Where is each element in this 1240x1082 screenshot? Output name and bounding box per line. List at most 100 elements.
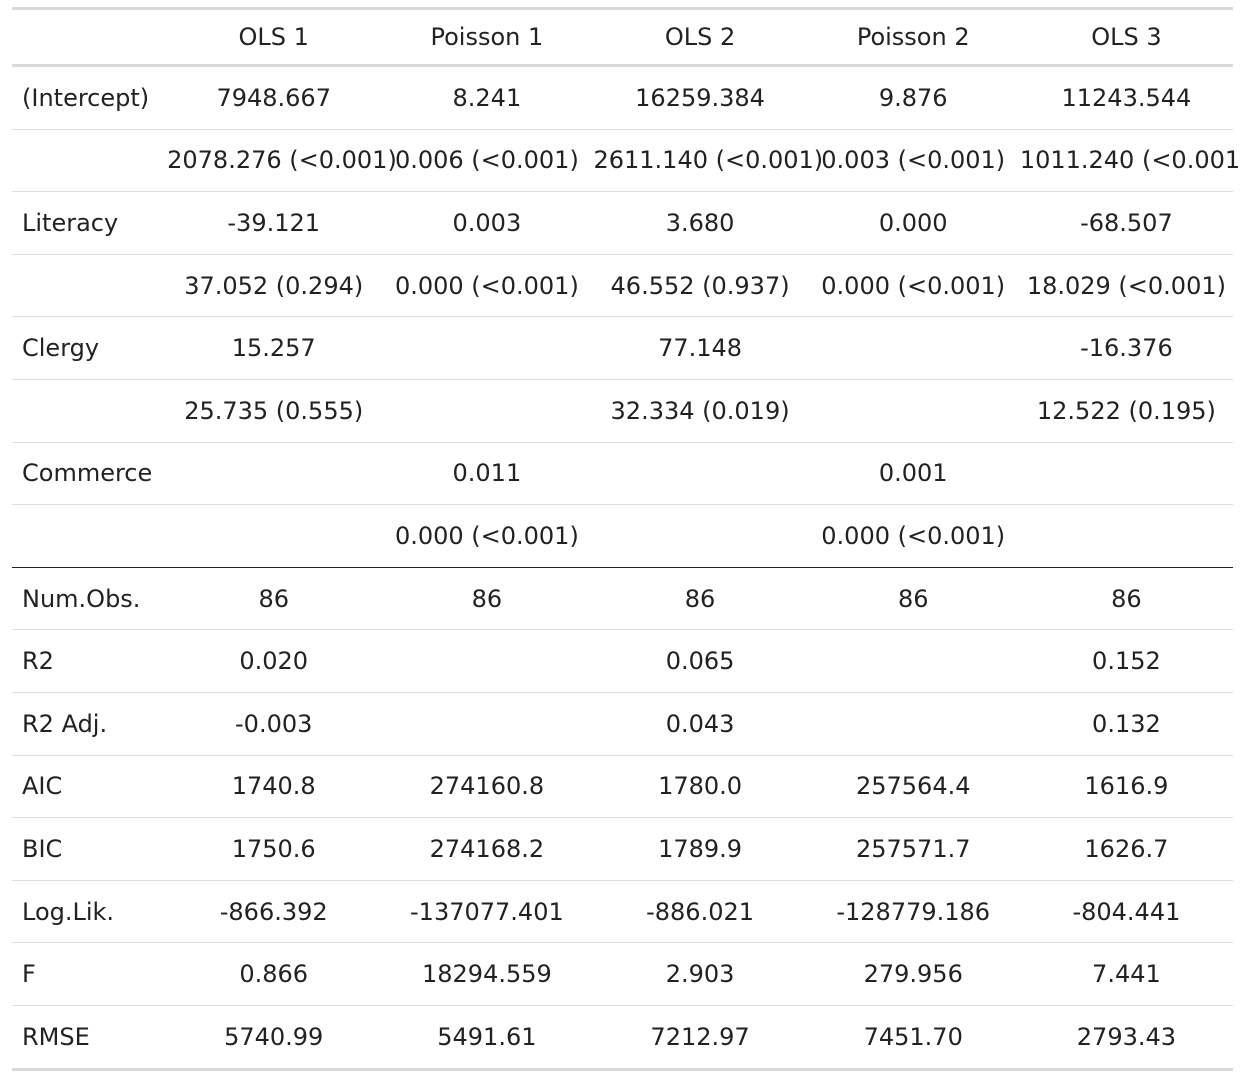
table-cell: 37.052 (0.294)	[167, 254, 381, 318]
table-cell: 279.956	[806, 942, 1020, 1006]
table-cell: 274160.8	[380, 755, 594, 819]
table-body: (Intercept) 7948.667 8.241 16259.384 9.8…	[12, 65, 1240, 1071]
row-label	[12, 504, 168, 568]
table-cell: 1780.0	[593, 755, 807, 819]
table-cell: 0.006 (<0.001)	[380, 129, 594, 193]
table-cell: 0.065	[593, 629, 807, 693]
table-cell	[380, 692, 594, 756]
header-cell-ols-1: OLS 1	[238, 23, 309, 51]
row-label: F	[12, 942, 168, 1006]
table-cell: 5740.99	[167, 1005, 381, 1071]
table-cell: 1616.9	[1019, 755, 1233, 819]
table-cell: 0.020	[167, 629, 381, 693]
table-row-commerce-se: 0.000 (<0.001) 0.000 (<0.001)	[12, 504, 1233, 568]
table-cell: 0.003	[380, 191, 594, 255]
table-cell: -128779.186	[806, 880, 1020, 944]
table-cell: 0.152	[1019, 629, 1233, 693]
table-cell	[593, 442, 807, 506]
table-cell: -68.507	[1019, 191, 1233, 255]
table-row-intercept: (Intercept) 7948.667 8.241 16259.384 9.8…	[12, 65, 1233, 130]
table-cell: 15.257	[167, 316, 381, 380]
table-cell: -886.021	[593, 880, 807, 944]
table-cell: 274168.2	[380, 817, 594, 881]
table-cell: 2078.276 (<0.001)	[167, 129, 397, 193]
table-cell	[593, 504, 807, 568]
table-row-aic: AIC 1740.8 274160.8 1780.0 257564.4 1616…	[12, 755, 1233, 819]
table-cell: -804.441	[1019, 880, 1233, 944]
table-cell	[806, 316, 1020, 380]
table-cell: 257571.7	[806, 817, 1020, 881]
table-cell: 0.003 (<0.001)	[806, 129, 1020, 193]
table-cell: -137077.401	[380, 880, 594, 944]
regression-table: OLS 1 Poisson 1 OLS 2 Poisson 2 OLS 3 (I…	[12, 7, 1240, 1071]
table-row-num-obs: Num.Obs. 86 86 86 86 86	[12, 567, 1233, 631]
table-cell: 46.552 (0.937)	[593, 254, 807, 318]
table-cell: 12.522 (0.195)	[1019, 379, 1233, 443]
table-cell: 86	[380, 567, 594, 631]
row-label: Literacy	[12, 191, 168, 255]
row-label: AIC	[12, 755, 168, 819]
table-row-log-lik: Log.Lik. -866.392 -137077.401 -886.021 -…	[12, 880, 1233, 944]
table-cell: 18.029 (<0.001)	[1019, 254, 1233, 318]
table-cell: -0.003	[167, 692, 381, 756]
row-label: R2 Adj.	[12, 692, 168, 756]
table-cell: 0.000 (<0.001)	[380, 504, 594, 568]
header-cell-ols-3: OLS 3	[1091, 23, 1162, 51]
table-row-f: F 0.866 18294.559 2.903 279.956 7.441	[12, 942, 1233, 1006]
table-cell: 2611.140 (<0.001)	[593, 129, 823, 193]
table-cell: 0.000 (<0.001)	[806, 504, 1020, 568]
table-cell: -866.392	[167, 880, 381, 944]
regression-table-container: OLS 1 Poisson 1 OLS 2 Poisson 2 OLS 3 (I…	[12, 7, 1240, 1071]
header-row: OLS 1 Poisson 1 OLS 2 Poisson 2 OLS 3	[12, 8, 1233, 66]
table-cell	[1019, 504, 1233, 568]
table-cell: 86	[167, 567, 381, 631]
table-row-rmse: RMSE 5740.99 5491.61 7212.97 7451.70 279…	[12, 1005, 1233, 1071]
table-cell: 16259.384	[593, 65, 807, 130]
table-cell: -39.121	[167, 191, 381, 255]
table-cell: 1750.6	[167, 817, 381, 881]
row-label	[12, 254, 168, 318]
table-cell: 0.866	[167, 942, 381, 1006]
table-cell	[380, 379, 594, 443]
table-cell	[806, 629, 1020, 693]
table-row-bic: BIC 1750.6 274168.2 1789.9 257571.7 1626…	[12, 817, 1233, 881]
table-cell	[806, 379, 1020, 443]
row-label	[12, 379, 168, 443]
table-cell: 7.441	[1019, 942, 1233, 1006]
table-cell	[380, 316, 594, 380]
row-label: RMSE	[12, 1005, 168, 1071]
table-cell: 25.735 (0.555)	[167, 379, 381, 443]
table-cell	[167, 504, 381, 568]
table-row-intercept-se: 2078.276 (<0.001) 0.006 (<0.001) 2611.14…	[12, 129, 1240, 193]
table-cell	[167, 442, 381, 506]
table-row-literacy: Literacy -39.121 0.003 3.680 0.000 -68.5…	[12, 191, 1233, 255]
table-cell: 3.680	[593, 191, 807, 255]
table-cell: 1011.240 (<0.001)	[1019, 129, 1240, 193]
table-cell: 5491.61	[380, 1005, 594, 1071]
table-cell: 2.903	[593, 942, 807, 1006]
row-label: Commerce	[12, 442, 168, 506]
table-cell: 257564.4	[806, 755, 1020, 819]
table-cell: 0.011	[380, 442, 594, 506]
header-cell-term	[12, 9, 167, 66]
table-cell	[1019, 442, 1233, 506]
table-cell: 86	[593, 567, 807, 631]
table-cell: 0.000 (<0.001)	[380, 254, 594, 318]
table-cell: 0.000 (<0.001)	[806, 254, 1020, 318]
table-cell	[380, 629, 594, 693]
table-cell: 86	[1019, 567, 1233, 631]
header-cell-ols-2: OLS 2	[664, 23, 736, 51]
table-row-r2-adj: R2 Adj. -0.003 0.043 0.132	[12, 692, 1233, 756]
table-cell: 1740.8	[167, 755, 381, 819]
row-label	[12, 129, 168, 193]
table-cell: 32.334 (0.019)	[593, 379, 807, 443]
header-cell-poisson-2: Poisson 2	[856, 23, 970, 51]
table-cell: 2793.43	[1019, 1005, 1233, 1071]
table-cell: 9.876	[806, 65, 1020, 130]
table-cell: 0.043	[593, 692, 807, 756]
table-cell	[806, 692, 1020, 756]
table-cell: 18294.559	[380, 942, 594, 1006]
table-cell: 0.001	[806, 442, 1020, 506]
table-cell: 1626.7	[1019, 817, 1233, 881]
table-row-r2: R2 0.020 0.065 0.152	[12, 629, 1233, 693]
